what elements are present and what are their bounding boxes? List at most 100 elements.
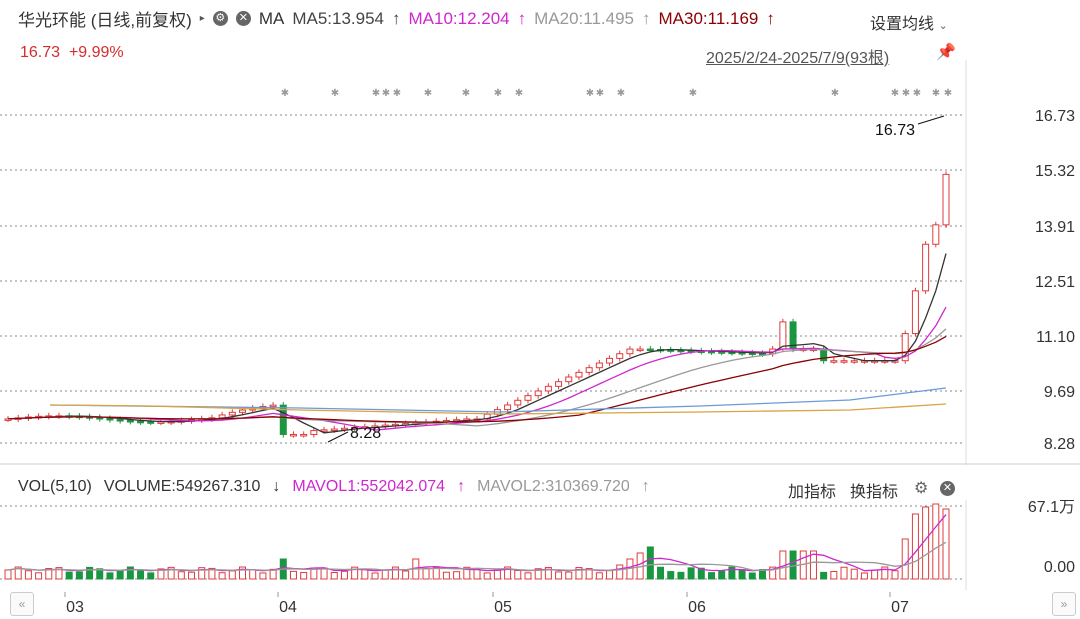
volume-bar: [728, 566, 736, 580]
event-marker-icon: ✱: [331, 88, 339, 99]
volume-bar: [320, 567, 328, 580]
volume-bar: [208, 567, 216, 580]
candle-body: [218, 414, 226, 419]
add-indicator-button[interactable]: 加指标: [788, 484, 837, 501]
event-marker-icon: ✱: [281, 88, 289, 99]
volume-bar: [228, 570, 236, 580]
volume-bar: [697, 567, 705, 580]
gear-icon[interactable]: ⚙: [914, 480, 929, 497]
volume-bar: [524, 572, 532, 580]
candle-body: [239, 409, 246, 413]
volume-bar: [687, 567, 695, 580]
volume-top-label: 67.1万: [1028, 500, 1075, 516]
ma30-value: MA30:11.169: [658, 8, 759, 28]
event-marker-icon: ✱: [515, 88, 523, 99]
volume-bar: [840, 566, 848, 580]
volume-bar: [55, 567, 63, 580]
volume-bar: [932, 503, 940, 580]
date-range[interactable]: 2025/2/24-2025/7/9(93根): [706, 50, 890, 67]
event-marker-icon: ✱: [462, 88, 470, 99]
event-marker-icon: ✱: [891, 88, 899, 99]
volume-bar: [381, 569, 389, 580]
volume-bar: [708, 572, 715, 580]
event-marker-icon: ✱: [586, 88, 594, 99]
volume-bar: [289, 570, 297, 580]
volume-bar: [565, 571, 573, 580]
candle-body: [840, 360, 848, 363]
event-marker-icon: ✱: [372, 88, 380, 99]
volume-bar: [575, 567, 583, 580]
event-marker-icon: ✱: [913, 88, 921, 99]
candle-body: [504, 404, 512, 411]
volume-bar: [809, 550, 817, 580]
close-icon[interactable]: ✕: [940, 478, 955, 496]
volume-bar: [218, 572, 226, 580]
volume-bar: [126, 566, 134, 580]
candle-body: [850, 360, 858, 363]
double-right-icon[interactable]: »: [1052, 592, 1076, 616]
volume-bar: [96, 568, 104, 580]
gear-icon[interactable]: ⚙: [212, 11, 228, 26]
event-marker-icon: ✱: [393, 88, 401, 99]
double-left-icon[interactable]: «: [10, 592, 34, 616]
volume-bar: [453, 571, 461, 580]
event-marker-icon: ✱: [617, 88, 625, 99]
event-marker-icon: ✱: [831, 88, 839, 99]
price-tick-label: 9.69: [1044, 384, 1075, 401]
candle-body: [289, 433, 297, 437]
price-tick-label: 8.28: [1044, 436, 1075, 453]
candle-body: [626, 348, 634, 355]
event-marker-icon: ✱: [689, 88, 697, 99]
volume-bar: [493, 569, 501, 580]
ma5-line: [7, 253, 947, 434]
candle-body: [330, 428, 338, 432]
volume-bar: [860, 572, 868, 580]
month-tick-label: 06: [688, 599, 706, 616]
price-tick-label: 13.91: [1035, 219, 1075, 236]
arrow-up-icon: ↑: [641, 478, 650, 495]
ma120-line: [49, 403, 947, 415]
volume-bar: [432, 567, 440, 580]
volume-bar: [555, 571, 563, 580]
volume-bar: [901, 538, 909, 580]
expand-triangle-icon[interactable]: ▸: [199, 13, 205, 24]
volume-bar: [330, 572, 338, 580]
volume-bar: [361, 568, 369, 580]
month-tick-label: 07: [891, 599, 909, 616]
candle-body: [126, 419, 134, 423]
high-annotation: 16.73: [875, 122, 915, 139]
close-icon[interactable]: ✕: [235, 11, 251, 26]
volume-bar: [137, 569, 145, 580]
volume-chart[interactable]: 67.1万 0.00: [0, 500, 1080, 590]
set-ma-button[interactable]: 设置均线 ⌄: [870, 10, 948, 34]
candle-body: [340, 427, 348, 431]
candle-body: [269, 404, 277, 408]
volume-bar: [402, 570, 410, 580]
candle-body: [137, 420, 145, 424]
candle-body: [595, 362, 603, 369]
candle-body: [565, 376, 573, 383]
candle-body: [524, 395, 532, 401]
candle-body: [544, 385, 552, 392]
ma20-value: MA20:11.495: [534, 8, 635, 28]
candle-body: [106, 417, 114, 421]
volume-zero-label: 0.00: [1044, 559, 1075, 576]
volume-bar: [116, 569, 124, 580]
event-marker-icon: ✱: [424, 88, 432, 99]
volume-bar: [595, 572, 603, 580]
volume-bar: [463, 566, 471, 580]
current-price: 16.73 +9.99%: [20, 44, 124, 62]
volume-bar: [738, 569, 746, 580]
volume-bar: [198, 567, 206, 580]
switch-indicator-button[interactable]: 换指标: [850, 484, 899, 501]
volume-bar: [769, 566, 777, 580]
pin-icon[interactable]: 📌: [936, 44, 956, 61]
candlestick-chart[interactable]: 16.73 15.32 13.91 12.51 11.10 9.69 8.28 16.73 8.…: [0, 60, 1080, 465]
volume-bar: [86, 566, 94, 580]
volume-bar: [45, 568, 53, 580]
month-tick-label: 03: [66, 599, 84, 616]
mavol2-line: [7, 541, 947, 571]
candle-body: [585, 367, 593, 373]
volume-header: VOL(5,10) VOLUME:549267.310 ↓ MAVOL1:552…: [18, 478, 650, 496]
chevron-down-icon: ⌄: [938, 20, 948, 32]
